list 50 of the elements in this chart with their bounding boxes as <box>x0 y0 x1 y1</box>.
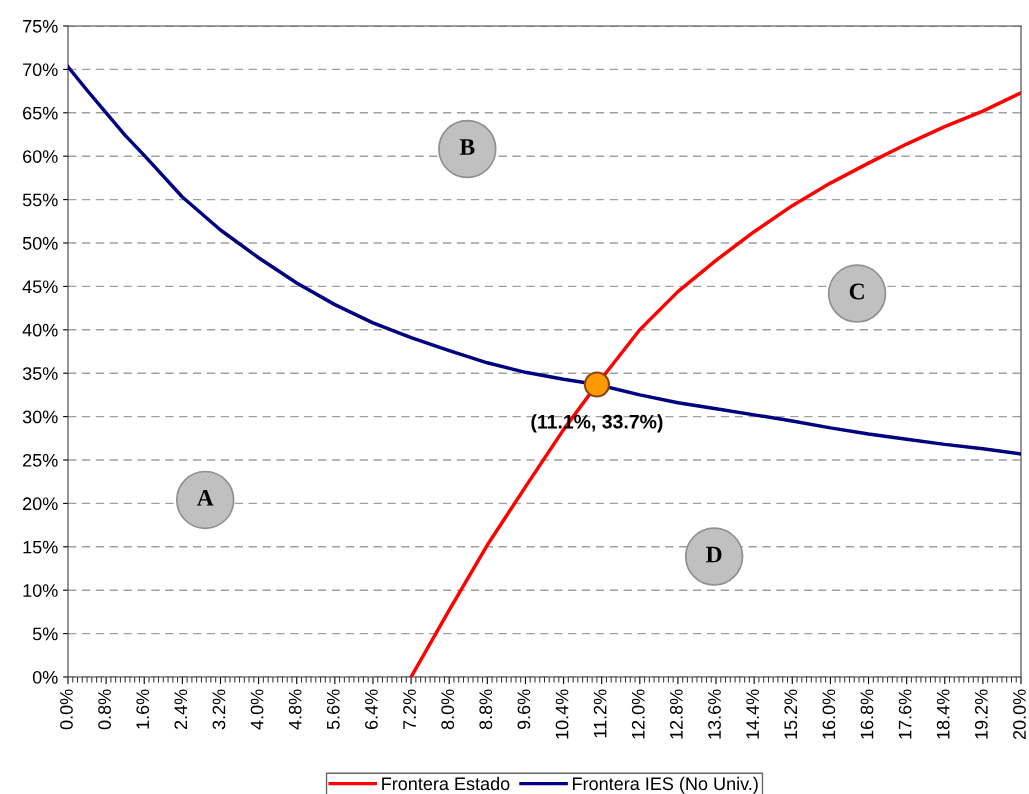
y-tick-label: 30% <box>22 410 58 424</box>
x-tick-label: 10.4% <box>555 689 569 739</box>
y-tick-label: 25% <box>23 453 58 467</box>
x-tick-label: 0.8% <box>98 689 111 730</box>
x-tick-label: 4.8% <box>288 689 302 730</box>
x-tick-label: 19.2% <box>974 689 988 739</box>
annotation: C <box>849 283 864 300</box>
y-tick-label: 10% <box>23 584 58 597</box>
x-tick-label: 6.4% <box>365 689 378 730</box>
y-tick-label: 20% <box>23 497 58 511</box>
x-tick-label: 14.4% <box>746 689 759 739</box>
y-tick-label: 55% <box>22 193 58 207</box>
x-tick-label: 16.8% <box>860 689 874 739</box>
x-tick-label: 20.0% <box>1013 689 1026 740</box>
y-tick-label: 35% <box>22 367 58 380</box>
y-tick-label: 60% <box>23 150 58 163</box>
legend-label: Frontera IES (No Univ.) <box>573 776 758 794</box>
annotation: D <box>706 546 722 563</box>
x-tick-label: 15.2% <box>784 689 798 739</box>
x-tick-label: 0.0% <box>60 689 73 730</box>
y-tick-label: 65% <box>23 106 58 120</box>
x-tick-label: 3.2% <box>212 689 226 730</box>
x-tick-label: 12.8% <box>669 689 683 739</box>
x-tick-label: 7.2% <box>403 689 416 730</box>
x-tick-label: 17.6% <box>898 689 912 739</box>
x-tick-label: 9.6% <box>517 689 531 730</box>
x-tick-label: 4.0% <box>250 689 264 730</box>
x-tick-label: 1.6% <box>136 689 150 729</box>
x-tick-label: 12.0% <box>631 689 645 739</box>
y-tick-label: 75% <box>23 20 58 33</box>
annotation: A <box>196 490 214 506</box>
x-tick-label: 16.0% <box>822 689 836 739</box>
y-tick-label: 50% <box>22 236 58 250</box>
x-tick-label: 8.8% <box>479 689 493 730</box>
x-tick-label: 13.6% <box>708 689 721 739</box>
y-tick-label: 45% <box>22 280 58 294</box>
line-series <box>409 91 1021 677</box>
y-tick-label: 70% <box>23 63 58 77</box>
y-tick-label: 5% <box>32 627 58 641</box>
y-tick-label: 0% <box>32 670 58 684</box>
y-tick-label: 15% <box>23 540 58 554</box>
legend-label: Frontera Estado <box>382 776 510 791</box>
x-tick-label: 5.6% <box>326 689 340 730</box>
x-tick-label: 18.4% <box>936 689 950 739</box>
x-tick-label: 11.2% <box>593 689 607 738</box>
annotation: B <box>459 139 475 155</box>
line-series <box>68 65 1021 456</box>
y-tick-label: 40% <box>22 323 58 337</box>
x-tick-label: 8.0% <box>441 689 455 730</box>
x-tick-label: 2.4% <box>174 689 188 730</box>
